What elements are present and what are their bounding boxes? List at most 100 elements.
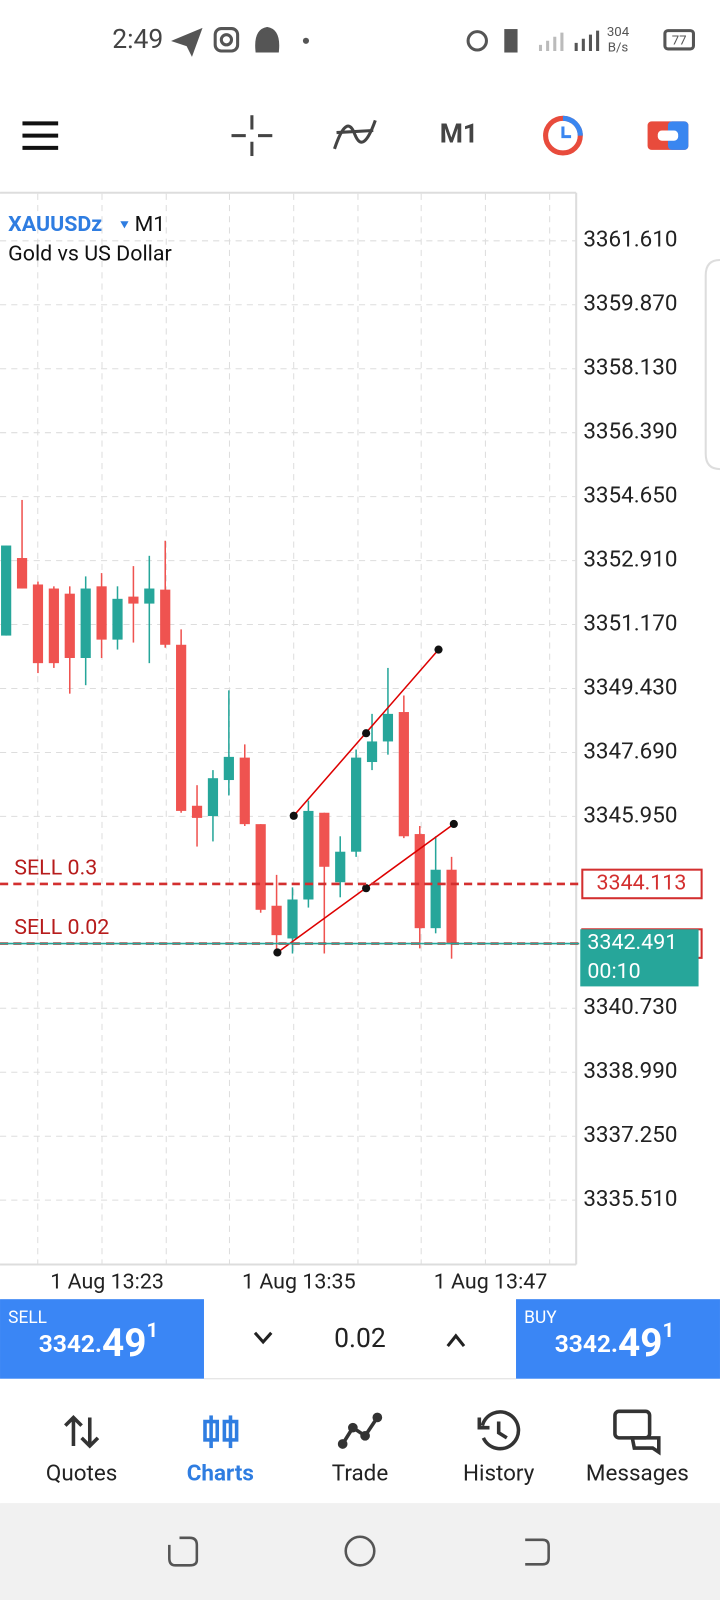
indicators-button[interactable] [333, 119, 377, 150]
candle-body [414, 834, 425, 929]
buy-price-sup: 1 [663, 1318, 675, 1342]
y-tick-label: 3361.610 [583, 227, 677, 253]
sell-button[interactable] [0, 1299, 204, 1379]
candle-body [239, 757, 250, 825]
candle-body [64, 593, 75, 659]
candle-body [112, 598, 123, 640]
battery: 77 [672, 33, 687, 48]
candle-body [223, 756, 234, 781]
y-tick-label: 3356.390 [583, 419, 677, 445]
candle-body [271, 905, 282, 936]
side-panel-tab[interactable] [704, 259, 720, 471]
system-nav-bar [0, 1503, 720, 1600]
nav-icons [64, 1409, 661, 1456]
buy-button[interactable] [516, 1299, 720, 1379]
candle-body [96, 586, 107, 640]
sell-price-big: 49 [102, 1321, 146, 1366]
sell-price: 3342.491 [39, 1318, 158, 1366]
candle-body [207, 778, 219, 817]
volume-decrease[interactable] [253, 1331, 273, 1345]
y-tick-label: 3337.250 [583, 1122, 677, 1148]
buy-price: 3342.491 [555, 1318, 674, 1366]
volume[interactable]: 0.02 [334, 1323, 386, 1354]
candle-body [287, 899, 298, 939]
candle-body [160, 589, 171, 645]
symbol[interactable]: XAUUSDz [8, 212, 102, 237]
buy-price-main: 3342. [555, 1330, 618, 1359]
x-tick-label: 1 Aug 13:23 [50, 1270, 164, 1295]
sell-price-main: 3342. [39, 1330, 102, 1359]
candle-body [303, 810, 314, 900]
crosshair-button[interactable] [231, 115, 273, 157]
grid: 1 Aug 13:23 1 Aug 13:35 1 Aug 13:47 3361.61… [0, 193, 677, 1295]
bid-timer: 00:10 [587, 959, 640, 984]
y-tick-label: 3338.990 [583, 1058, 677, 1084]
status-icons [171, 27, 695, 57]
candle-body [144, 588, 155, 604]
candle-body [430, 869, 441, 929]
menu-button[interactable] [22, 121, 59, 150]
trend-channel[interactable] [273, 645, 458, 957]
y-tick-label: 3340.730 [583, 994, 677, 1020]
trade-toggle-button[interactable] [647, 121, 689, 150]
buy-label: BUY [524, 1308, 557, 1328]
y-tick-label: 3347.690 [583, 738, 677, 764]
nav-item[interactable]: Quotes [46, 1460, 117, 1486]
nav-item[interactable]: History [463, 1460, 535, 1486]
timeframe-button[interactable]: M1 [440, 119, 478, 150]
candle-body [398, 712, 409, 837]
volume-increase[interactable] [446, 1333, 466, 1348]
x-tick-label: 1 Aug 13:35 [242, 1270, 356, 1295]
nav-item[interactable]: Charts [187, 1460, 254, 1486]
symbol-description: Gold vs US Dollar [8, 242, 172, 267]
bid-price-label: 3342.491 [587, 930, 677, 955]
sell-price-sup: 1 [147, 1318, 159, 1342]
y-tick-label: 3351.170 [583, 610, 677, 636]
candle-body [335, 851, 346, 883]
recents-button[interactable] [168, 1536, 199, 1567]
order-label: SELL 0.02 [14, 915, 109, 940]
y-tick-label: 3352.910 [583, 547, 677, 573]
clock-button[interactable] [543, 115, 583, 156]
overlay: SELL 0.3 3344.113 SELL 0.02 3342.491 00:10 [0, 855, 703, 987]
clock: 2:49 [112, 24, 163, 55]
nav-item[interactable]: Trade [332, 1460, 389, 1486]
candle-body [319, 812, 330, 867]
candle-body [255, 824, 266, 910]
bid-box [580, 929, 699, 987]
y-tick-label: 3358.130 [583, 355, 677, 381]
x-tick-label: 1 Aug 13:47 [434, 1270, 548, 1295]
candle-body [1, 545, 12, 636]
symbol-dropdown[interactable] [120, 221, 129, 229]
y-tick-label: 3349.430 [583, 674, 677, 700]
candle-body [128, 596, 139, 604]
candle-body [176, 644, 187, 811]
candle-body [382, 713, 394, 742]
order-label: SELL 0.3 [14, 855, 97, 880]
chart-timeframe: M1 [135, 212, 166, 237]
net-speed-unit: B/s [608, 40, 629, 55]
home-button[interactable] [344, 1535, 376, 1567]
candle-body [32, 584, 44, 664]
candles [1, 499, 457, 959]
bottom-nav: Quotes Charts Trade History Messages [46, 1460, 689, 1486]
y-tick-label: 3354.650 [583, 483, 677, 509]
y-tick-label: 3345.950 [583, 802, 677, 828]
y-tick-label: 3335.510 [583, 1186, 677, 1212]
y-tick-label: 3359.870 [583, 291, 677, 317]
candle-body [351, 757, 362, 852]
candle-body [191, 805, 203, 818]
candle-body [366, 741, 378, 763]
back-button[interactable] [525, 1538, 550, 1566]
sell-label: SELL [8, 1308, 47, 1328]
nav-item[interactable]: Messages [586, 1460, 689, 1486]
candle-body [446, 869, 457, 944]
candle-body [80, 588, 91, 659]
order-price-box [581, 868, 703, 900]
candle-body [48, 588, 59, 664]
order-price-label: 3344.113 [597, 871, 687, 896]
candle-body [16, 558, 28, 589]
net-speed: 304 [607, 25, 630, 40]
